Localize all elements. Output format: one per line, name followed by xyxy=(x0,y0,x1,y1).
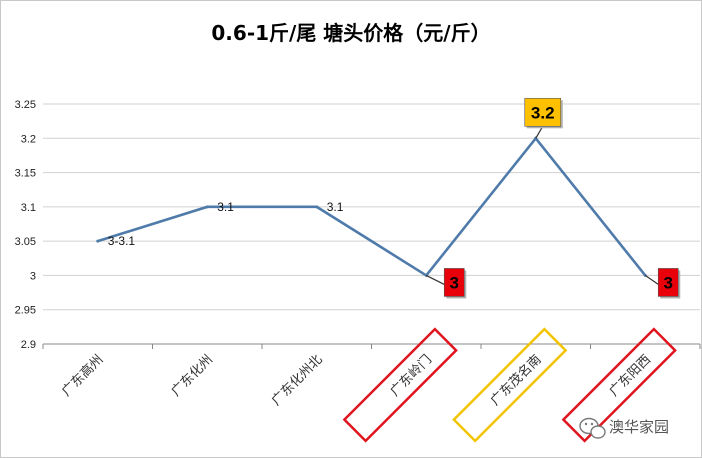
callout-label: 3 xyxy=(664,273,673,292)
wechat-icon xyxy=(579,417,606,439)
series-polyline xyxy=(97,136,647,278)
y-tick-label: 3.1 xyxy=(21,202,36,214)
chart-title: 0.6-1斤/尾 塘头价格（元/斤） xyxy=(211,21,490,45)
watermark: 澳华家园 xyxy=(579,417,669,439)
y-tick-label: 2.95 xyxy=(15,305,36,317)
callouts: 33.23 xyxy=(425,97,681,299)
category-highlight-box xyxy=(452,327,568,443)
data-point xyxy=(315,205,319,209)
data-point xyxy=(96,239,100,243)
y-tick-label: 3.15 xyxy=(15,168,36,180)
category-highlight-box xyxy=(561,327,677,443)
callout-leader xyxy=(644,274,659,285)
watermark-text: 澳华家园 xyxy=(609,418,669,436)
callout-leader xyxy=(425,274,445,285)
category-highlight-box xyxy=(342,327,458,443)
data-labels: 3-3.1 3.1 3.1 xyxy=(108,200,344,248)
callout-box xyxy=(657,268,679,297)
y-tick-label: 3 xyxy=(30,270,36,282)
data-label: 3-3.1 xyxy=(108,234,136,248)
callout-leader xyxy=(535,125,544,139)
data-label: 3.1 xyxy=(327,200,344,214)
y-axis-ticks: 2.9 2.95 3 3.05 3.1 3.15 3.2 3.25 xyxy=(15,99,36,351)
category-highlights xyxy=(342,327,677,443)
y-tick-label: 3.2 xyxy=(21,133,36,145)
callout-box xyxy=(443,268,465,297)
callout-label: 3 xyxy=(450,273,459,292)
callout-label: 3.2 xyxy=(531,103,555,122)
y-tick-label: 2.9 xyxy=(21,339,36,351)
data-point xyxy=(205,205,209,209)
y-tick-label: 3.25 xyxy=(15,99,36,111)
y-tick-label: 3.05 xyxy=(15,236,36,248)
callout-box xyxy=(524,97,562,127)
data-label: 3.1 xyxy=(217,200,234,214)
